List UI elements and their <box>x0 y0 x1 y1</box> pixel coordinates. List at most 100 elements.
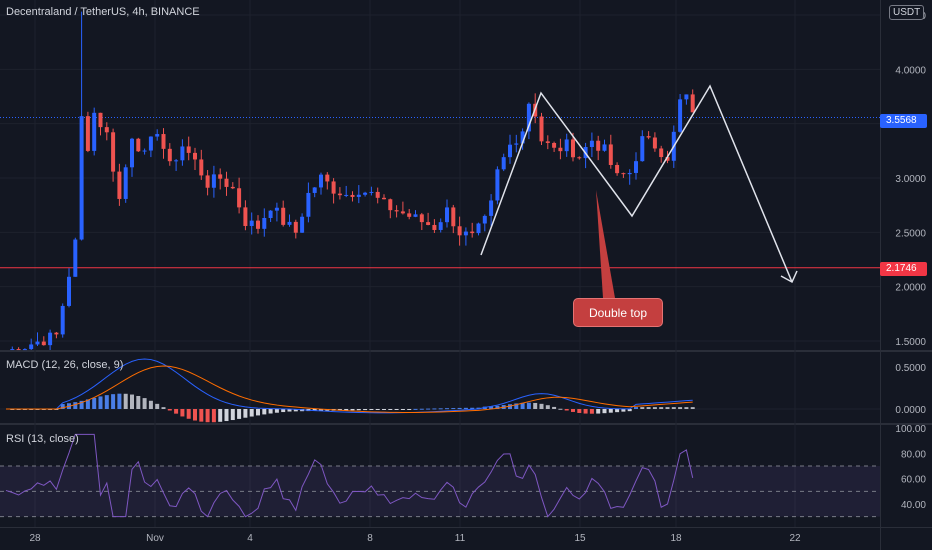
macd-histogram-bar <box>161 407 166 409</box>
macd-histogram-bar <box>287 409 292 412</box>
macd-histogram-bar <box>262 409 267 415</box>
candle-body <box>419 214 424 223</box>
price-tick-label: 4.0000 <box>895 65 926 76</box>
candle-body <box>388 199 393 211</box>
candle-body <box>463 231 468 236</box>
candle-body <box>287 221 292 225</box>
annotation-pointer <box>596 190 615 298</box>
candle-body <box>174 160 179 162</box>
macd-histogram-bar <box>545 405 550 409</box>
candle-body <box>60 305 65 335</box>
candle-body <box>407 213 412 217</box>
price-tick-label: 1.5000 <box>895 337 926 348</box>
candle-body <box>684 94 689 100</box>
candle-body <box>337 193 342 196</box>
pane-divider <box>0 350 932 352</box>
candle-body <box>306 192 311 217</box>
candle-body <box>123 167 128 199</box>
macd-histogram-bar <box>123 393 128 409</box>
macd-histogram-bar <box>104 395 109 409</box>
candle-body <box>602 144 607 151</box>
current-price-badge: 3.5568 <box>880 114 927 128</box>
macd-histogram-bar <box>174 409 179 414</box>
macd-histogram-bar <box>274 409 279 413</box>
macd-histogram-bar <box>375 409 380 410</box>
pane-divider <box>0 423 932 425</box>
macd-histogram-bar <box>400 409 405 410</box>
macd-histogram-bar <box>520 402 525 409</box>
candle-body <box>48 332 53 346</box>
candle-body <box>564 139 569 152</box>
macd-histogram-bar <box>281 409 286 413</box>
candle-body <box>161 134 166 149</box>
time-tick-label: 8 <box>367 533 373 544</box>
candle-body <box>394 210 399 212</box>
candle-body <box>495 169 500 201</box>
candle-body <box>426 222 431 225</box>
candle-body <box>451 207 456 227</box>
macd-histogram-bar <box>583 409 588 414</box>
candle-body <box>199 159 204 176</box>
candle-body <box>281 207 286 225</box>
currency-badge[interactable]: USDT <box>889 5 925 20</box>
macd-tick-label: 0.5000 <box>895 363 926 374</box>
macd-histogram-bar <box>130 394 134 409</box>
macd-histogram-bar <box>92 397 97 409</box>
macd-histogram-bar <box>60 404 65 409</box>
macd-title[interactable]: MACD (12, 26, close, 9) <box>6 359 124 371</box>
candle-body <box>615 164 620 174</box>
macd-histogram-bar <box>445 408 449 410</box>
macd-histogram-bar <box>627 409 632 412</box>
candle-body <box>652 137 657 149</box>
macd-histogram-bar <box>470 407 475 409</box>
candle-body <box>29 344 34 350</box>
macd-histogram-bar <box>256 409 260 416</box>
candle-body <box>54 332 59 335</box>
time-tick-label: 15 <box>574 533 586 544</box>
candle-body <box>136 138 141 152</box>
time-tick-label: 28 <box>29 533 41 544</box>
candle-body <box>104 127 109 133</box>
candle-body <box>457 226 462 236</box>
candle-body <box>608 144 613 165</box>
rsi-title[interactable]: RSI (13, close) <box>6 433 79 445</box>
candle-body <box>16 349 21 351</box>
candle-body <box>432 224 437 230</box>
candle-body <box>167 148 172 162</box>
macd-histogram-bar <box>293 409 298 412</box>
rsi-line <box>5 433 694 518</box>
double-top-annotation[interactable]: Double top <box>573 298 663 327</box>
time-tick-label: 11 <box>455 533 466 544</box>
candle-body <box>526 103 531 132</box>
macd-histogram <box>10 393 695 423</box>
rsi-tick-label: 40.00 <box>901 500 926 511</box>
candle-body <box>312 187 317 193</box>
candle-body <box>237 188 242 208</box>
candle-body <box>634 161 638 173</box>
candle-body <box>274 207 279 211</box>
candle-body <box>211 174 216 188</box>
macd-histogram-bar <box>319 409 323 411</box>
macd-histogram-bar <box>237 409 242 419</box>
candle-body <box>413 214 418 217</box>
macd-histogram-bar <box>552 406 557 409</box>
time-axis-border <box>0 527 932 528</box>
candle-body <box>249 220 254 226</box>
rsi-tick-label: 60.00 <box>901 475 926 486</box>
candle-body <box>224 178 229 187</box>
candle-body <box>186 146 191 153</box>
time-tick-label: 18 <box>670 533 682 544</box>
candle-body <box>438 222 443 230</box>
candle-body <box>218 174 223 179</box>
macd-histogram-bar <box>79 400 84 409</box>
candle-body <box>678 99 683 132</box>
macd-histogram-bar <box>508 404 512 409</box>
candle-body <box>67 276 71 306</box>
macd-histogram-bar <box>205 409 210 423</box>
macd-histogram-bar <box>684 407 689 409</box>
candle-body <box>73 239 78 277</box>
candle-body <box>92 112 97 151</box>
candle-body <box>155 134 160 137</box>
macd-histogram-bar <box>142 398 147 409</box>
